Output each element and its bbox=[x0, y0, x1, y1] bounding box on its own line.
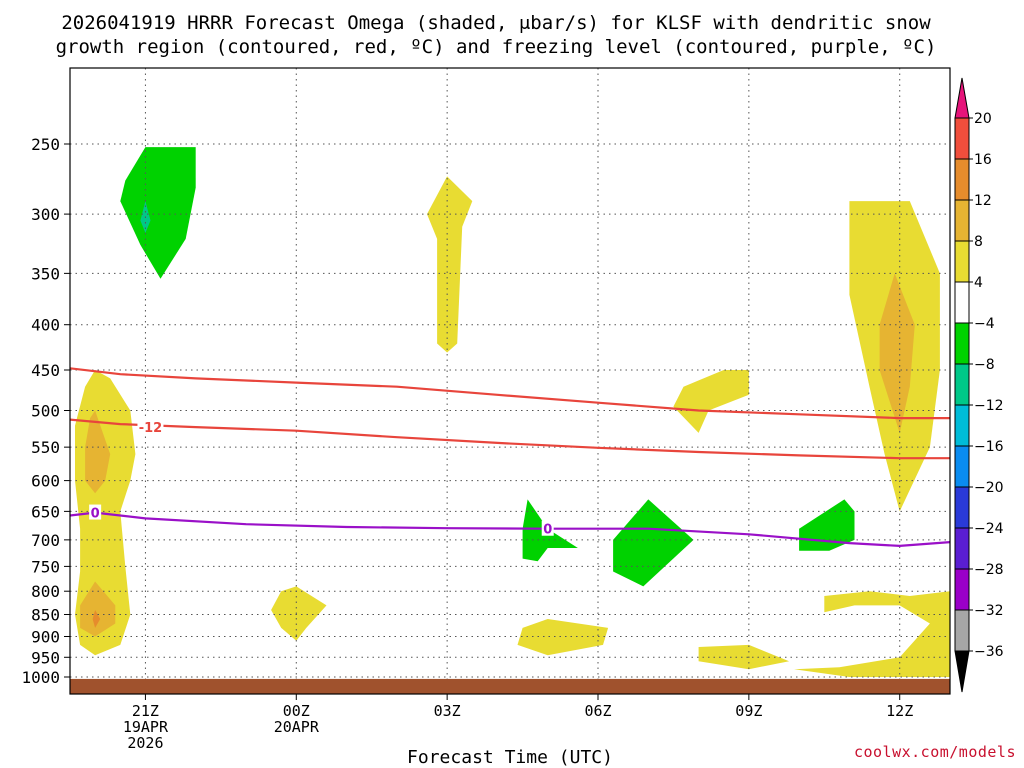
contour-label-layer: -12 0 0 bbox=[89, 419, 554, 538]
omega-region-12 bbox=[673, 370, 749, 433]
omega-region-11 bbox=[517, 619, 609, 656]
dgz-contour-1 bbox=[70, 367, 950, 420]
omega-region-8 bbox=[271, 586, 327, 641]
y-tick-label-500: 500 bbox=[31, 402, 60, 421]
y-tick-label-300: 300 bbox=[31, 205, 60, 224]
x-tick-label-30-1: 06Z bbox=[584, 702, 611, 720]
y-tick-label-250: 250 bbox=[31, 135, 60, 154]
y-tick-label-800: 800 bbox=[31, 582, 60, 601]
terrain-fill bbox=[70, 678, 950, 694]
colorbar-tick-label-1: 16 bbox=[974, 152, 992, 168]
colorbar-tick-label-4: 4 bbox=[974, 275, 983, 291]
y-tick-label-450: 450 bbox=[31, 361, 60, 380]
y-tick-label-550: 550 bbox=[31, 438, 60, 457]
colorbar-tick-label-13: −36 bbox=[974, 644, 1004, 660]
x-tick-label-21-3: 2026 bbox=[127, 734, 163, 752]
omega-region-14 bbox=[879, 273, 915, 433]
freezing-level-label-2-bg bbox=[541, 520, 554, 536]
dgz-contour-label-bg bbox=[137, 419, 164, 435]
omega-region-15 bbox=[799, 499, 855, 551]
colorbar-arrow-bottom bbox=[954, 650, 970, 693]
omega-region-10 bbox=[613, 499, 694, 587]
colorbar-tick-label-5: −4 bbox=[974, 316, 995, 332]
colorbar-tick-label-6: −8 bbox=[974, 357, 995, 373]
x-axis-label: Forecast Time (UTC) bbox=[407, 747, 613, 768]
colorbar-bin-10 bbox=[954, 486, 970, 529]
chart-title-line-1: 2026041919 HRRR Forecast Omega (shaded, … bbox=[61, 12, 931, 34]
freezing-level-label-2: 0 bbox=[543, 523, 552, 538]
colorbar-bin-11 bbox=[954, 527, 970, 570]
x-tick-label-21-1: 21Z bbox=[132, 702, 159, 720]
y-tick-label-900: 900 bbox=[31, 627, 60, 646]
y-tick-label-650: 650 bbox=[31, 502, 60, 521]
colorbar: 20 16 12 8 4 −4 −8 −12 −16 −20 −24 −28 −32 −36 bbox=[954, 77, 1004, 693]
plot-frame bbox=[69, 67, 951, 695]
omega-region-16 bbox=[794, 591, 950, 677]
omega-region-17 bbox=[698, 644, 790, 670]
colorbar-bin-3 bbox=[954, 199, 970, 242]
colorbar-bin-2 bbox=[954, 158, 970, 201]
colorbar-tick-label-12: −32 bbox=[974, 603, 1004, 619]
y-tick-label-950: 950 bbox=[31, 648, 60, 667]
colorbar-bin-6 bbox=[954, 322, 970, 365]
colorbar-bin-13 bbox=[954, 609, 970, 652]
colorbar-bin-12 bbox=[954, 568, 970, 611]
x-tick-label-24-1: 00Z bbox=[283, 702, 310, 720]
y-tick-label-850: 850 bbox=[31, 606, 60, 625]
freezing-level-contour bbox=[70, 511, 950, 547]
colorbar-tick-label-11: −28 bbox=[974, 562, 1004, 578]
colorbar-bin-9 bbox=[954, 445, 970, 488]
y-tick-label-400: 400 bbox=[31, 316, 60, 335]
x-tick-label-27-1: 03Z bbox=[434, 702, 461, 720]
x-tick-label-24-2: 20APR bbox=[274, 718, 320, 736]
chart-title-line-2: growth region (contoured, red, ºC) and f… bbox=[56, 36, 937, 58]
colorbar-arrow-top bbox=[954, 77, 970, 119]
freezing-level-label-1-bg bbox=[89, 504, 102, 520]
colorbar-bin-7 bbox=[954, 363, 970, 406]
terrain-layer bbox=[70, 678, 950, 694]
omega-region-3 bbox=[427, 176, 473, 353]
colorbar-tick-label-0: 20 bbox=[974, 111, 992, 127]
omega-region-6 bbox=[80, 581, 116, 637]
x-tick-label-21-2: 19APR bbox=[123, 718, 169, 736]
colorbar-tick-label-8: −16 bbox=[974, 439, 1004, 455]
colorbar-tick-label-9: −20 bbox=[974, 480, 1004, 496]
y-tick-label-700: 700 bbox=[31, 531, 60, 550]
omega-region-9 bbox=[522, 499, 578, 562]
colorbar-tick-label-3: 8 bbox=[974, 234, 983, 250]
omega-region-1 bbox=[120, 147, 196, 279]
colorbar-tick-label-2: 12 bbox=[974, 193, 992, 209]
y-tick-label-1000: 1000 bbox=[21, 668, 60, 687]
x-tick-label-36-1: 12Z bbox=[886, 702, 913, 720]
dgz-contour-2 bbox=[70, 418, 950, 460]
colorbar-tick-label-10: −24 bbox=[974, 521, 1004, 537]
y-axis: 250 300 350 400 450 500 550 600 650 700 750 800 850 9… bbox=[21, 135, 70, 687]
colorbar-bin-4 bbox=[954, 240, 970, 283]
y-tick-label-750: 750 bbox=[31, 557, 60, 576]
colorbar-bin-5 bbox=[954, 281, 970, 324]
omega-region-5 bbox=[85, 410, 111, 494]
colorbar-bin-1 bbox=[954, 117, 970, 160]
x-tick-label-33-1: 09Z bbox=[735, 702, 762, 720]
grid-layer bbox=[70, 68, 950, 694]
omega-region-7 bbox=[92, 610, 101, 628]
freezing-level-label-1: 0 bbox=[91, 507, 100, 522]
contour-layer bbox=[70, 367, 950, 547]
dgz-contour-label: -12 bbox=[139, 421, 163, 436]
colorbar-bin-8 bbox=[954, 404, 970, 447]
y-tick-label-350: 350 bbox=[31, 264, 60, 283]
y-tick-label-600: 600 bbox=[31, 472, 60, 491]
colorbar-tick-label-7: −12 bbox=[974, 398, 1004, 414]
omega-shading-layer bbox=[75, 147, 950, 677]
credit-text[interactable]: coolwx.com/models bbox=[854, 743, 1016, 761]
